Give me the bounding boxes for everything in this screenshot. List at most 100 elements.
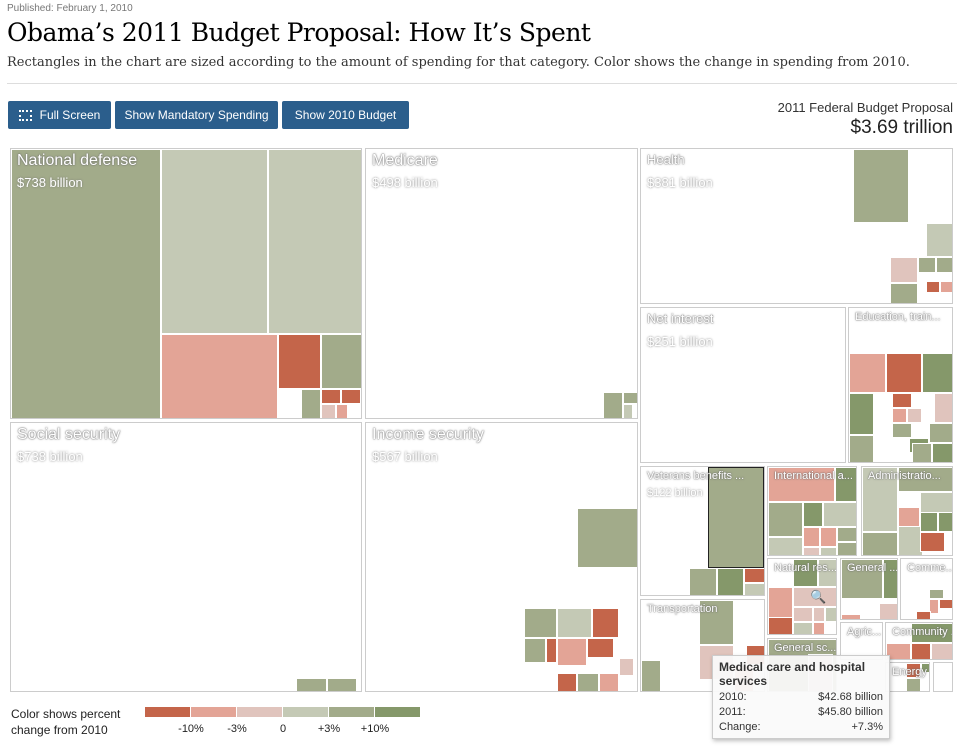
treemap-category[interactable]: International a... — [767, 466, 857, 556]
treemap-subcategory[interactable] — [921, 663, 929, 673]
treemap-subcategory[interactable] — [823, 502, 856, 527]
treemap-subcategory[interactable] — [849, 353, 886, 393]
treemap-subcategory[interactable] — [916, 611, 931, 619]
treemap-subcategory[interactable] — [886, 353, 922, 393]
treemap-subcategory[interactable] — [524, 638, 546, 663]
treemap-subcategory[interactable] — [161, 149, 268, 334]
treemap-category[interactable]: Health $381 billion — [640, 148, 953, 304]
treemap-subcategory[interactable] — [890, 283, 918, 303]
treemap-subcategory[interactable] — [926, 223, 952, 257]
treemap-subcategory[interactable] — [911, 643, 931, 659]
treemap-subcategory[interactable] — [301, 389, 321, 418]
treemap-subcategory[interactable] — [906, 678, 921, 691]
treemap-subcategory[interactable] — [793, 559, 818, 587]
treemap-subcategory[interactable] — [862, 467, 898, 532]
treemap-subcategory[interactable] — [939, 599, 952, 609]
treemap-category[interactable]: Veterans benefits ... $122 billion — [640, 466, 765, 596]
treemap-subcategory[interactable] — [820, 547, 837, 555]
treemap-subcategory[interactable] — [744, 568, 764, 583]
treemap-subcategory[interactable] — [793, 587, 836, 607]
treemap-subcategory[interactable] — [920, 532, 945, 552]
show-mandatory-spending-button[interactable]: Show Mandatory Spending — [115, 101, 278, 129]
treemap-subcategory[interactable] — [793, 622, 813, 634]
treemap-subcategory[interactable] — [793, 607, 813, 622]
treemap-subcategory[interactable] — [524, 608, 557, 638]
treemap-subcategory[interactable] — [926, 281, 940, 293]
treemap-category[interactable]: Income security $567 billion — [365, 422, 638, 692]
treemap-category[interactable]: Natural res... — [767, 558, 837, 635]
treemap-subcategory[interactable] — [938, 512, 952, 532]
treemap-subcategory[interactable] — [768, 617, 793, 634]
treemap-subcategory[interactable] — [768, 467, 835, 502]
treemap-subcategory[interactable] — [879, 603, 897, 619]
treemap-subcategory[interactable] — [557, 638, 587, 666]
treemap-category[interactable]: National defense $738 billion — [10, 148, 362, 419]
treemap-subcategory[interactable] — [577, 508, 637, 568]
treemap-category[interactable]: Energy — [885, 662, 930, 692]
treemap-subcategory[interactable] — [11, 149, 161, 418]
treemap-subcategory[interactable] — [268, 149, 361, 334]
treemap-subcategory[interactable] — [341, 389, 361, 404]
treemap-subcategory[interactable] — [898, 467, 952, 492]
treemap-subcategory[interactable] — [599, 673, 619, 691]
treemap-subcategory[interactable] — [932, 443, 952, 462]
treemap-subcategory[interactable] — [934, 393, 952, 423]
treemap-subcategory[interactable] — [920, 512, 938, 532]
treemap-subcategory[interactable] — [813, 607, 825, 622]
treemap-subcategory[interactable] — [557, 673, 577, 691]
treemap-subcategory[interactable] — [641, 660, 661, 691]
treemap-subcategory[interactable] — [862, 532, 898, 555]
treemap-subcategory[interactable] — [768, 502, 803, 537]
treemap-subcategory[interactable] — [296, 678, 327, 691]
treemap-subcategory[interactable] — [825, 607, 836, 622]
treemap-subcategory[interactable] — [546, 638, 557, 663]
treemap-subcategory[interactable] — [835, 467, 856, 502]
treemap-subcategory[interactable] — [837, 542, 856, 555]
treemap-subcategory[interactable] — [619, 658, 634, 676]
treemap-subcategory[interactable] — [912, 443, 932, 462]
treemap-subcategory[interactable] — [849, 435, 874, 462]
treemap-subcategory[interactable] — [803, 527, 820, 547]
treemap-subcategory[interactable] — [892, 393, 912, 408]
treemap-subcategory[interactable] — [603, 392, 623, 418]
treemap-subcategory[interactable] — [699, 600, 734, 645]
treemap-subcategory[interactable] — [161, 334, 278, 418]
treemap-subcategory[interactable] — [336, 404, 348, 418]
treemap-category[interactable]: Administratio... — [861, 466, 953, 556]
treemap-subcategory[interactable] — [898, 507, 920, 527]
treemap-subcategory[interactable] — [278, 334, 321, 389]
treemap-subcategory[interactable] — [929, 423, 952, 443]
treemap-subcategory[interactable] — [931, 643, 952, 659]
treemap-subcategory[interactable] — [321, 404, 336, 418]
treemap-subcategory[interactable] — [911, 623, 952, 643]
treemap-category[interactable]: Medicare $498 billion — [365, 148, 638, 419]
treemap-subcategory[interactable] — [803, 502, 823, 527]
treemap-subcategory[interactable] — [321, 389, 341, 404]
treemap-category[interactable]: Community ... — [885, 622, 953, 660]
treemap-category[interactable] — [933, 662, 953, 692]
treemap-subcategory[interactable] — [890, 257, 918, 283]
treemap-subcategory[interactable] — [892, 408, 907, 423]
treemap-subcategory[interactable] — [918, 257, 936, 273]
treemap-subcategory[interactable] — [906, 663, 921, 678]
full-screen-button[interactable]: Full Screen — [8, 101, 111, 129]
treemap-subcategory[interactable] — [922, 353, 952, 393]
treemap-subcategory[interactable] — [689, 568, 717, 595]
treemap-subcategory[interactable] — [717, 568, 744, 595]
treemap-subcategory[interactable] — [744, 583, 764, 595]
show-2010-budget-button[interactable]: Show 2010 Budget — [282, 101, 409, 129]
treemap-subcategory[interactable] — [592, 608, 619, 638]
treemap-subcategory[interactable] — [940, 281, 952, 293]
treemap-category[interactable]: General ... — [840, 558, 898, 620]
treemap-subcategory[interactable] — [557, 608, 592, 638]
treemap-subcategory[interactable] — [768, 537, 803, 555]
treemap-subcategory[interactable] — [768, 587, 793, 622]
treemap-category[interactable]: Social security $738 billion — [10, 422, 362, 692]
treemap-subcategory[interactable] — [929, 589, 944, 599]
treemap-subcategory[interactable] — [321, 334, 361, 389]
treemap-subcategory[interactable] — [587, 638, 614, 658]
treemap-subcategory[interactable] — [907, 408, 922, 423]
treemap-subcategory[interactable] — [841, 559, 883, 599]
treemap-subcategory[interactable] — [327, 678, 357, 691]
treemap-subcategory[interactable] — [886, 643, 911, 659]
